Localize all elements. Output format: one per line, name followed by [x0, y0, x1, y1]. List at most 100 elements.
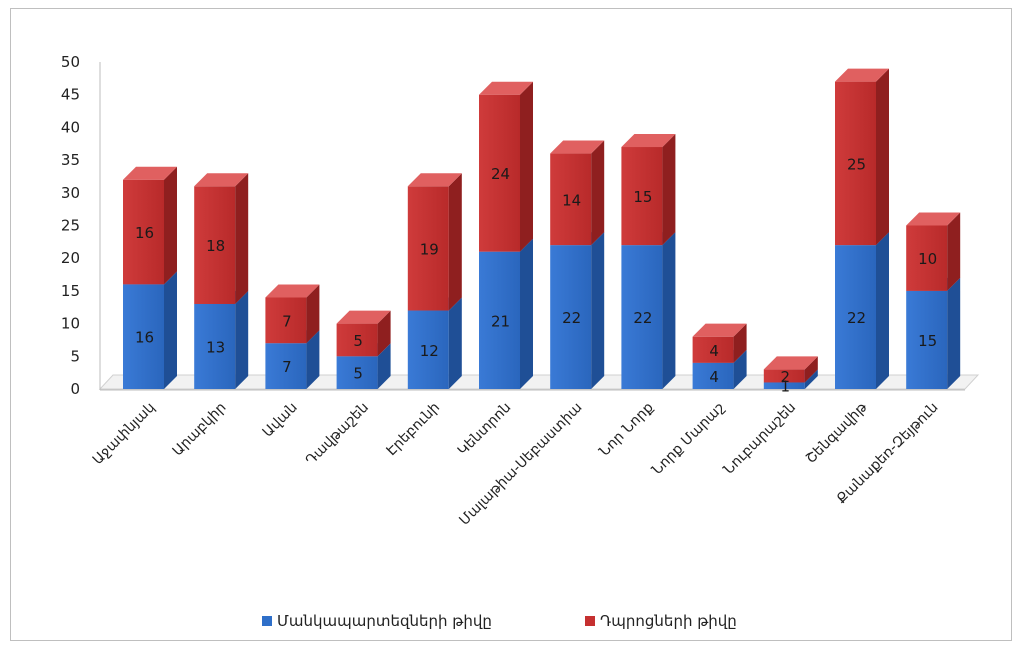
bar-top — [550, 140, 605, 154]
y-tick-label: 45 — [61, 86, 80, 104]
data-label: 10 — [918, 250, 937, 268]
y-tick-label: 15 — [61, 282, 80, 300]
bar-front — [550, 245, 592, 389]
data-label: 24 — [491, 165, 510, 183]
category-label: Շենգավիթ — [803, 399, 871, 467]
category-label: Էրեբունի — [384, 400, 444, 460]
bar-front — [265, 297, 307, 344]
bar-segment-schools — [336, 310, 391, 357]
y-axis: 0 5 10 15 20 25 30 35 40 45 50 — [61, 53, 101, 398]
data-label: 25 — [847, 155, 866, 173]
bar-front — [550, 153, 592, 246]
y-tick-label: 30 — [61, 184, 80, 202]
x-axis-labels: Աջափնյակ Արաբկիր Ավան Դավթաշեն Էրեբունի Կենտր… — [90, 399, 942, 529]
chart-floor — [98, 374, 980, 391]
category-label: Ավան — [260, 400, 301, 441]
bar-top — [194, 173, 249, 187]
bar-front — [194, 186, 236, 304]
y-tick-label: 35 — [61, 151, 80, 169]
bar-front — [835, 81, 876, 246]
bars — [123, 68, 961, 389]
bar-front — [906, 225, 948, 291]
legend-label: Դպրոցների թիվը — [600, 612, 737, 630]
data-label: 15 — [918, 332, 937, 350]
data-label: 15 — [633, 188, 652, 206]
bar-segment-schools — [479, 81, 533, 252]
y-tick-label: 20 — [61, 249, 80, 267]
bar-top — [906, 212, 961, 226]
bar-side — [377, 310, 391, 357]
bar-top — [407, 173, 462, 187]
bar-side — [947, 277, 961, 389]
bar-side — [235, 290, 249, 389]
bar-side — [520, 238, 533, 389]
data-label: 22 — [847, 309, 866, 327]
bar-front — [407, 310, 449, 389]
y-tick-label: 10 — [61, 315, 80, 333]
bar-top — [123, 166, 177, 180]
bar-top — [835, 68, 889, 82]
bar-segment-schools — [835, 68, 889, 246]
y-tick-label: 25 — [61, 217, 80, 235]
data-label: 16 — [135, 329, 154, 347]
bar-segment-schools — [550, 140, 605, 246]
bar-front — [194, 303, 236, 389]
data-label: 4 — [709, 368, 719, 386]
bar-side — [235, 173, 249, 304]
y-tick-label: 50 — [61, 53, 80, 71]
category-label: Դավթաշեն — [303, 400, 372, 469]
bar-side — [662, 232, 676, 389]
bar-side — [448, 297, 462, 389]
bar-segment-schools — [692, 323, 747, 363]
bar-front — [123, 284, 164, 389]
y-tick-label: 0 — [70, 380, 80, 398]
bar-side — [520, 81, 533, 252]
data-label: 1 — [781, 378, 791, 396]
bar-segment-schools — [123, 166, 177, 285]
bar-segment-schools — [194, 173, 249, 304]
bar-side — [662, 134, 676, 246]
bar-side — [733, 323, 747, 363]
category-label: Մալաթիա-Սեբաստիա — [456, 400, 585, 529]
y-tick-label: 5 — [70, 347, 80, 365]
bar-front — [407, 186, 449, 311]
legend: Մանկապարտեզների թիվը Դպրոցների թիվը — [262, 612, 737, 630]
data-label: 5 — [353, 365, 363, 383]
data-label: 12 — [420, 342, 439, 360]
bar-front — [336, 323, 378, 357]
bar-side — [804, 356, 818, 383]
bar-front — [692, 336, 734, 363]
bar-front — [265, 343, 307, 389]
bar-top — [265, 284, 320, 298]
data-label: 13 — [206, 338, 225, 356]
bar-side — [164, 166, 177, 285]
category-label: Կենտրոն — [455, 400, 515, 460]
bar-front — [763, 369, 805, 383]
bar-side — [164, 271, 177, 389]
bar-front — [692, 362, 734, 389]
bar-top — [621, 134, 676, 148]
bar-front — [123, 179, 164, 285]
bar-side — [377, 343, 391, 389]
bar-front — [763, 382, 805, 389]
bar-segment-schools — [265, 284, 320, 344]
category-label: Նուբարաշեն — [721, 400, 799, 478]
bar-side — [876, 68, 889, 246]
bar-side — [947, 212, 961, 291]
bar-side — [876, 232, 889, 389]
legend-item-kindergartens: Մանկապարտեզների թիվը — [262, 612, 492, 630]
bar-side — [804, 369, 818, 389]
bar-front — [906, 290, 948, 389]
bar-side — [591, 140, 605, 246]
bar-segment-kindergartens — [835, 232, 889, 389]
bar-side — [306, 284, 320, 344]
data-label: 4 — [709, 342, 719, 360]
bar-front — [336, 356, 378, 389]
category-label: Նոր Նորք — [596, 399, 656, 459]
bar-front — [621, 245, 663, 389]
bar-top — [336, 310, 391, 324]
legend-swatch — [262, 616, 272, 626]
bar-segment-schools — [906, 212, 961, 291]
data-label: 7 — [282, 358, 292, 376]
